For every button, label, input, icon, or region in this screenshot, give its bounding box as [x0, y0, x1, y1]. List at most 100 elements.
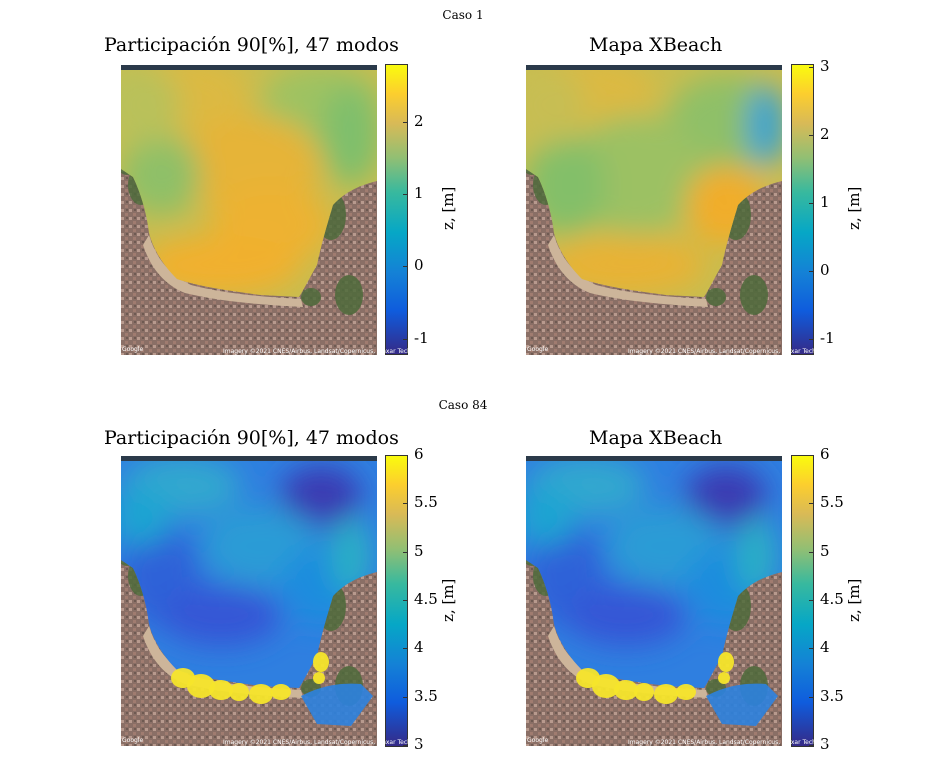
- colorbar-tick-label: -1: [414, 328, 429, 347]
- colorbar-tick-mark: [809, 203, 813, 205]
- colorbar-tick-label: -1: [820, 329, 835, 348]
- map-svg: [526, 65, 782, 355]
- colorbar-label-1-right: z, [m]: [845, 186, 863, 230]
- colorbar-1-left: [385, 64, 408, 355]
- high-elevation-patch: [718, 672, 730, 684]
- green-area: [301, 288, 321, 306]
- colorbar-tick-mark: [403, 503, 407, 505]
- imagery-credit-2-right: Imagery ©2021 CNES/Airbus, Landsat/Coper…: [628, 739, 897, 746]
- heatmap-map-1-right: [526, 65, 782, 355]
- heatmap-map-2-left: [121, 456, 377, 746]
- green-area: [740, 275, 768, 315]
- colorbar-tick-mark: [403, 696, 407, 698]
- google-logo-2-right: Google: [527, 737, 549, 744]
- imagery-credit-2-left: Imagery ©2021 CNES/Airbus, Landsat/Coper…: [223, 739, 492, 746]
- colorbar-label-2-left: z, [m]: [439, 578, 457, 622]
- water-field: [526, 65, 782, 297]
- colorbar-tick-mark: [809, 503, 813, 505]
- panel-title-2-right: Mapa XBeach: [589, 427, 723, 449]
- map-top-edge: [526, 456, 782, 461]
- high-elevation-patch: [249, 684, 273, 704]
- colorbar-tick-label: 5.5: [820, 493, 844, 512]
- colorbar-tick-label: 4.5: [414, 590, 438, 608]
- colorbar-tick-label: 3.5: [414, 686, 438, 705]
- green-area: [706, 288, 726, 306]
- map-svg: [526, 456, 782, 746]
- map-svg: [121, 65, 377, 355]
- colorbar-tick-label: 6: [820, 445, 830, 463]
- heatmap-map-2-right: [526, 456, 782, 746]
- colorbar-tick-label: 3.5: [820, 686, 844, 705]
- colorbar-tick-label: 5.5: [414, 493, 438, 512]
- high-elevation-patch: [313, 652, 329, 672]
- harbor-water: [706, 683, 778, 726]
- colorbar-tick-label: 1: [414, 184, 424, 203]
- panel-title-2-left: Participación 90[%], 47 modos: [104, 427, 399, 449]
- colorbar-tick-mark: [809, 551, 813, 553]
- colorbar-tick-mark: [403, 455, 407, 456]
- colorbar-tick-mark: [809, 745, 813, 746]
- colorbar-tick-label: 3: [820, 57, 830, 76]
- map-top-edge: [121, 456, 377, 461]
- colorbar-tick-label: 0: [414, 256, 424, 275]
- green-area: [335, 275, 363, 315]
- colorbar-tick-label: 5: [820, 541, 830, 560]
- high-elevation-patch: [209, 680, 233, 700]
- harbor-water: [301, 683, 373, 726]
- colorbar-tick-mark: [809, 600, 813, 601]
- colorbar-tick-mark: [403, 338, 407, 340]
- colorbar-label-1-left: z, [m]: [439, 186, 457, 230]
- colorbar-tick-mark: [809, 648, 813, 650]
- high-elevation-patch: [614, 680, 638, 700]
- panel-title-1-left: Participación 90[%], 47 modos: [104, 34, 399, 56]
- colorbar-tick-mark: [403, 600, 407, 601]
- case-title-2: Caso 84: [438, 398, 488, 412]
- colorbar-1-right: [791, 64, 814, 355]
- colorbar-tick-mark: [809, 696, 813, 698]
- high-elevation-patch: [654, 684, 678, 704]
- google-logo-2-left: Google: [122, 737, 144, 744]
- map-svg: [121, 456, 377, 746]
- high-elevation-patch: [592, 674, 620, 698]
- colorbar-tick-label: 4: [414, 638, 424, 657]
- colorbar-tick-label: 3: [820, 735, 830, 753]
- colorbar-tick-mark: [809, 67, 813, 69]
- google-logo-1-left: Google: [122, 346, 144, 353]
- high-elevation-patch: [634, 683, 654, 701]
- colorbar-tick-mark: [809, 271, 813, 273]
- colorbar-tick-label: 5: [414, 541, 424, 560]
- google-logo-1-right: Google: [527, 346, 549, 353]
- map-top-edge: [526, 65, 782, 70]
- high-elevation-patch: [187, 674, 215, 698]
- colorbar-tick-label: 2: [820, 125, 830, 144]
- panel-title-1-right: Mapa XBeach: [589, 34, 723, 56]
- colorbar-tick-label: 1: [820, 193, 830, 212]
- colorbar-tick-label: 4: [820, 638, 830, 657]
- colorbar-tick-label: 0: [820, 261, 830, 280]
- high-elevation-patch: [676, 684, 696, 700]
- colorbar-2-right: [791, 455, 814, 747]
- map-top-edge: [121, 65, 377, 70]
- high-elevation-patch: [718, 652, 734, 672]
- colorbar-tick-mark: [403, 551, 407, 553]
- case-title-1: Caso 1: [442, 8, 484, 22]
- colorbar-label-2-right: z, [m]: [845, 578, 863, 622]
- colorbar-tick-label: 2: [414, 111, 424, 130]
- colorbar-tick-label: 3: [414, 735, 424, 753]
- high-elevation-patch: [313, 672, 325, 684]
- colorbar-tick-mark: [403, 194, 407, 196]
- heatmap-map-1-left: [121, 65, 377, 355]
- colorbar-tick-label: 4.5: [820, 590, 844, 608]
- colorbar-tick-mark: [809, 135, 813, 137]
- colorbar-tick-mark: [403, 648, 407, 650]
- colorbar-tick-mark: [809, 339, 813, 341]
- colorbar-tick-mark: [403, 745, 407, 746]
- colorbar-tick-mark: [403, 121, 407, 123]
- imagery-credit-1-left: Imagery ©2021 CNES/Airbus, Landsat/Coper…: [223, 348, 492, 355]
- colorbar-tick-mark: [809, 455, 813, 456]
- colorbar-tick-label: 6: [414, 445, 424, 463]
- beach: [143, 235, 303, 307]
- high-elevation-patch: [229, 683, 249, 701]
- high-elevation-patch: [271, 684, 291, 700]
- imagery-credit-1-right: Imagery ©2021 CNES/Airbus, Landsat/Coper…: [628, 348, 897, 355]
